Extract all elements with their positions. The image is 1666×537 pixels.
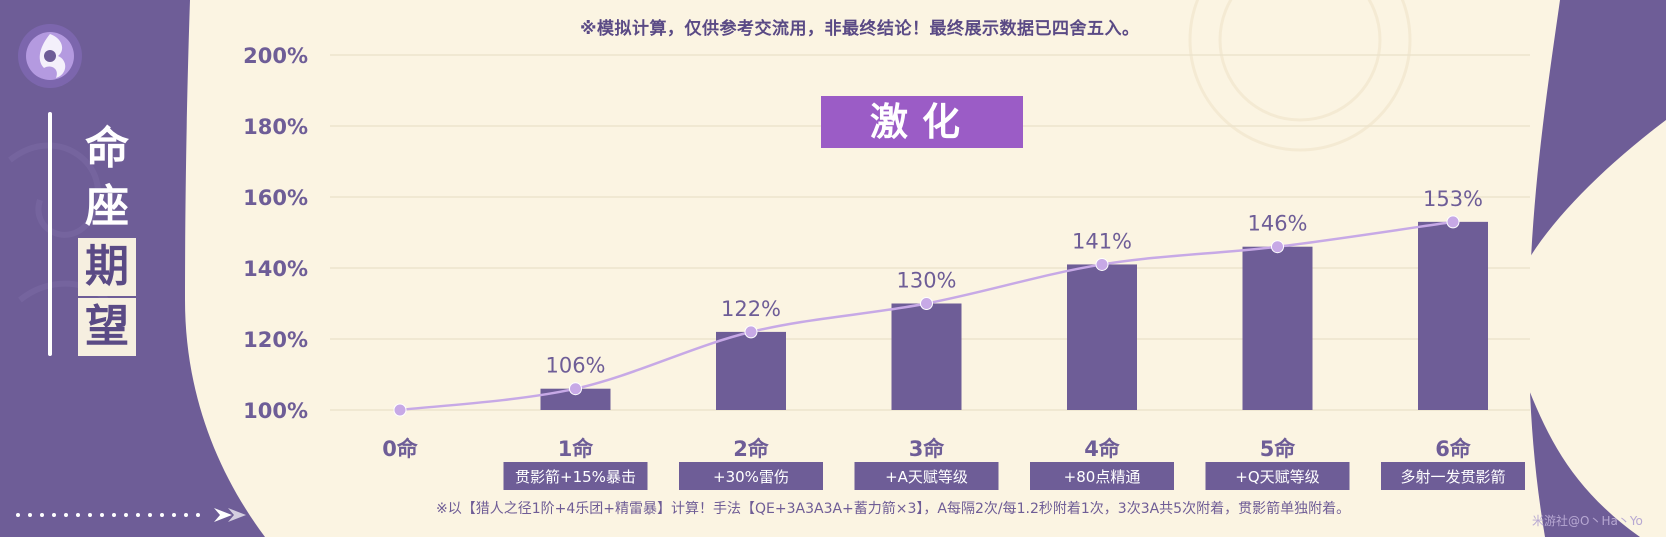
trend-point bbox=[744, 325, 758, 339]
y-tick-label: 120% bbox=[243, 328, 308, 352]
chart-bar bbox=[1067, 264, 1137, 410]
sidebar-title-char-highlight: 望 bbox=[78, 298, 136, 356]
dotted-arrow-icon bbox=[16, 508, 246, 522]
sidebar-title: 命 座 期 望 bbox=[78, 120, 136, 356]
data-label: 106% bbox=[545, 354, 605, 378]
chart-bar bbox=[891, 303, 962, 410]
x-sublabel: +A天赋等级 bbox=[885, 468, 968, 486]
x-sublabel-box bbox=[1381, 462, 1525, 490]
x-sublabel-box bbox=[503, 462, 648, 490]
y-tick-label: 200% bbox=[243, 44, 308, 68]
data-label: 141% bbox=[1072, 229, 1132, 253]
trend-point bbox=[569, 382, 582, 396]
x-sublabel-box bbox=[1030, 462, 1174, 490]
x-sublabel: +Q天赋等级 bbox=[1235, 468, 1319, 486]
trend-point bbox=[1095, 257, 1109, 271]
trend-point bbox=[1446, 215, 1460, 229]
sidebar-title-char: 命 bbox=[85, 123, 129, 174]
data-label: 130% bbox=[896, 269, 956, 293]
trend-point bbox=[393, 403, 407, 417]
x-sublabel: 多射一发贯影箭 bbox=[1400, 468, 1505, 486]
y-tick-label: 140% bbox=[243, 257, 308, 281]
disclaimer-note: ※模拟计算，仅供参考交流用，非最终结论！最终展示数据已四舍五入。 bbox=[580, 19, 1140, 39]
watermark: 米游社@O丶Ha丶Yo bbox=[1532, 514, 1643, 528]
chart-bar bbox=[540, 388, 611, 410]
trend-point bbox=[920, 297, 933, 310]
x-sublabel: +30%雷伤 bbox=[713, 468, 789, 486]
chart-bar bbox=[1418, 221, 1488, 410]
x-tick-label: 2命 bbox=[733, 437, 770, 461]
chart-bars bbox=[540, 221, 1488, 410]
trend-point bbox=[1271, 240, 1284, 254]
electro-emblem-icon bbox=[18, 24, 82, 88]
chart-line bbox=[393, 215, 1460, 417]
data-label: 153% bbox=[1423, 187, 1483, 211]
x-sublabel: 贯影箭+15%暴击 bbox=[515, 468, 636, 486]
y-tick-label: 100% bbox=[243, 399, 308, 423]
chart-title: 激化 bbox=[821, 96, 1023, 148]
data-label: 146% bbox=[1247, 212, 1307, 236]
x-tick-label: 3命 bbox=[909, 437, 946, 461]
sidebar-title-char-highlight: 期 bbox=[78, 238, 136, 296]
chart-bar bbox=[716, 331, 786, 410]
x-tick-label: 5命 bbox=[1260, 437, 1297, 461]
y-tick-label: 180% bbox=[243, 115, 308, 139]
sidebar-divider bbox=[48, 112, 52, 356]
chart-bar bbox=[1242, 246, 1313, 410]
x-tick-label: 6命 bbox=[1435, 437, 1472, 461]
data-label: 122% bbox=[721, 297, 781, 321]
calculation-note: ※以【猎人之径1阶+4乐团+精雷暴】计算！手法【QE+3A3A3A+蓄力箭×3】… bbox=[436, 501, 1351, 517]
x-tick-label: 0命 bbox=[382, 437, 419, 461]
decorative-ring-icon bbox=[1188, 0, 1412, 152]
y-tick-label: 160% bbox=[243, 186, 308, 210]
sidebar: 命 座 期 望 bbox=[0, 0, 246, 537]
x-sublabel-box bbox=[854, 462, 999, 490]
chart-grid bbox=[330, 54, 1530, 411]
x-sublabel-box bbox=[679, 462, 823, 490]
sidebar-title-char: 座 bbox=[85, 181, 129, 232]
x-tick-label: 1命 bbox=[558, 437, 595, 461]
y-axis-ticks: 100% 120% 140% 160% 180% 200% bbox=[243, 44, 308, 423]
x-tick-label: 4命 bbox=[1084, 437, 1121, 461]
chart-value-labels: 106% 122% 130% 141% 146% 153% bbox=[545, 187, 1483, 378]
x-sublabel: +80点精通 bbox=[1064, 468, 1141, 486]
x-sublabel-box bbox=[1205, 462, 1350, 490]
